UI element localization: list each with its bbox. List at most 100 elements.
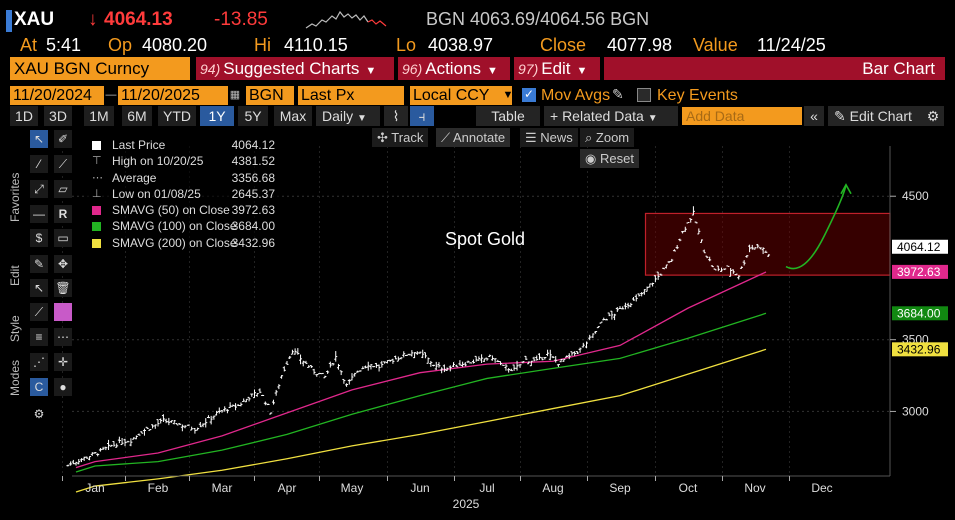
retracement-icon[interactable]: R [54,205,72,223]
ticker-marker [6,10,12,32]
dotted-line-icon[interactable]: ⋰ [30,353,48,371]
edit-chart-label: Edit Chart [849,108,912,124]
annotate-label: Annotate [453,130,506,145]
period-max-button[interactable]: Max [274,106,312,126]
period-1m-button[interactable]: 1M [84,106,114,126]
legend-row-average[interactable]: ⋯ Average 3356.68 [84,170,279,186]
edit-chart-button[interactable]: ✎ Edit Chart [828,106,944,126]
gear-icon[interactable]: ⚙ [926,108,940,124]
trash-icon[interactable]: 🗑 [54,279,72,297]
sma100-path [75,312,767,473]
reset-button[interactable]: ◉ Reset [580,149,639,168]
move-icon[interactable]: ✥ [54,255,72,273]
price-range-box [644,212,891,276]
ticker-symbol[interactable]: XAU [14,9,55,30]
bid-price: BGN 4063.69 [426,9,536,29]
palette-icon[interactable]: ● [54,378,72,396]
ray-tool-icon[interactable]: ⟋ [54,155,72,173]
modes-tab[interactable]: Modes [8,359,22,396]
track-button[interactable]: ✣ Track [372,128,429,147]
pencil-icon[interactable]: ✎ [612,86,624,102]
mov-avgs-checkbox[interactable] [522,87,536,102]
source-input[interactable]: BGN [246,86,294,105]
dollar-tool-icon[interactable]: $ [30,229,48,247]
price-change: -13.85 [214,9,268,30]
currency-select[interactable]: Local CCY [410,86,512,105]
calendar-icon[interactable]: ▦ [229,89,241,101]
actions-menu[interactable]: 96) Actions ▼ [398,57,510,80]
high-label: Hi [254,35,271,55]
legend-row-sma200[interactable]: SMAVG (200) on Close 3432.96 [84,235,279,251]
annotation-spot-gold[interactable]: Spot Gold [445,229,525,249]
news-button[interactable]: ☰ News [520,128,578,147]
at-value: 5:41 [46,35,82,55]
security-name: XAU BGN Curncy [14,59,150,78]
key-events-checkbox[interactable] [637,88,651,102]
legend-row-sma50[interactable]: SMAVG (50) on Close 3972.63 [84,202,279,218]
collapse-icon[interactable]: « [804,106,824,126]
edit-menu[interactable]: 97) Edit ▼ [514,57,600,80]
legend-row-last-price[interactable]: Last Price 4064.12 [84,137,279,153]
related-data-button[interactable]: + Related Data ▼ [544,106,678,126]
cursor-icon[interactable]: ↖ [30,130,48,148]
reset-label: Reset [599,151,634,166]
table-button[interactable]: Table [476,106,540,126]
function-bar: XAU BGN Curncy 94) Suggested Charts ▼ 96) A… [0,57,955,81]
start-date-input[interactable]: 11/20/2024 [10,86,104,105]
legend-swatch [92,141,101,150]
color-swatch-icon[interactable] [54,303,72,321]
y-tick-label: 4500 [902,189,929,203]
period-3d-button[interactable]: 3D [44,106,72,126]
period-6m-button[interactable]: 6M [122,106,152,126]
sma200-line [75,348,767,493]
period-1y-button[interactable]: 1Y [200,106,234,126]
caret-down-icon: ▼ [365,65,377,77]
ask-price: 4064.56 BGN [540,9,650,29]
channel-tool-icon[interactable]: ▱ [54,180,72,198]
rectangle-tool-icon[interactable]: ▭ [54,229,72,247]
period-5y-button[interactable]: 5Y [238,106,268,126]
caret-down-icon: ▼ [576,65,588,77]
chevron-down-icon[interactable]: ▼ [502,89,514,101]
add-data-input[interactable]: Add Data [682,107,802,125]
line-tool-icon[interactable]: ⁄ [30,155,48,173]
mode-c-icon[interactable]: C [30,378,48,396]
end-date-input[interactable]: 11/20/2025 [118,86,228,105]
edit-number: 97) [518,61,539,77]
source-value: BGN [249,87,284,104]
suggested-charts-menu[interactable]: 94) Suggested Charts ▼ [196,57,394,80]
period-1d-button[interactable]: 1D [10,106,38,126]
favorites-tab[interactable]: Favorites [8,172,22,222]
edit-tab[interactable]: Edit [8,265,22,286]
chart-type-label[interactable]: Bar Chart [604,57,945,80]
zoom-button[interactable]: ⌕ Zoom [580,128,635,147]
magnet-icon[interactable]: ✛ [54,353,72,371]
line-chart-icon[interactable]: ⌇ [384,106,408,126]
bar-chart-icon[interactable]: ⫞ [410,106,434,126]
legend-row-low[interactable]: ⊥ Low on 01/08/25 2645.37 [84,186,279,202]
line-weight-icon[interactable]: ≡ [30,328,48,346]
field-input[interactable]: Last Px [298,86,404,105]
legend-row-sma100[interactable]: SMAVG (100) on Close 3684.00 [84,218,279,234]
frequency-select[interactable]: Daily ▼ [316,106,380,126]
edit-pen-icon[interactable]: ✎ [30,255,48,273]
trend-tool-icon[interactable]: ⤢ [30,180,48,198]
legend-row-high[interactable]: ⊤ High on 10/20/25 4381.52 [84,153,279,169]
gear-icon[interactable]: ⚙ [33,407,45,421]
period-ytd-button[interactable]: YTD [158,106,196,126]
mov-avgs-label: Mov Avgs [541,87,611,104]
close-label: Close [540,35,587,55]
pen-tool-icon[interactable]: ✐ [54,130,72,148]
x-tick-label: Feb [148,481,169,495]
sma200-tag: 3432.96 [897,342,941,356]
annotate-button[interactable]: ⟋ Annotate [436,128,511,147]
select-icon[interactable]: ↖ [30,279,48,297]
line-style-icon[interactable]: ⟋ [30,303,48,321]
security-field[interactable]: XAU BGN Curncy [10,57,190,80]
x-tick-label: Jan [85,481,104,495]
dash-style-icon[interactable]: ⋯ [54,328,72,346]
style-tab[interactable]: Style [8,315,22,342]
date-range-dash: — [105,89,117,101]
horizontal-line-icon[interactable]: — [30,205,48,223]
value-label: Value [693,35,738,55]
